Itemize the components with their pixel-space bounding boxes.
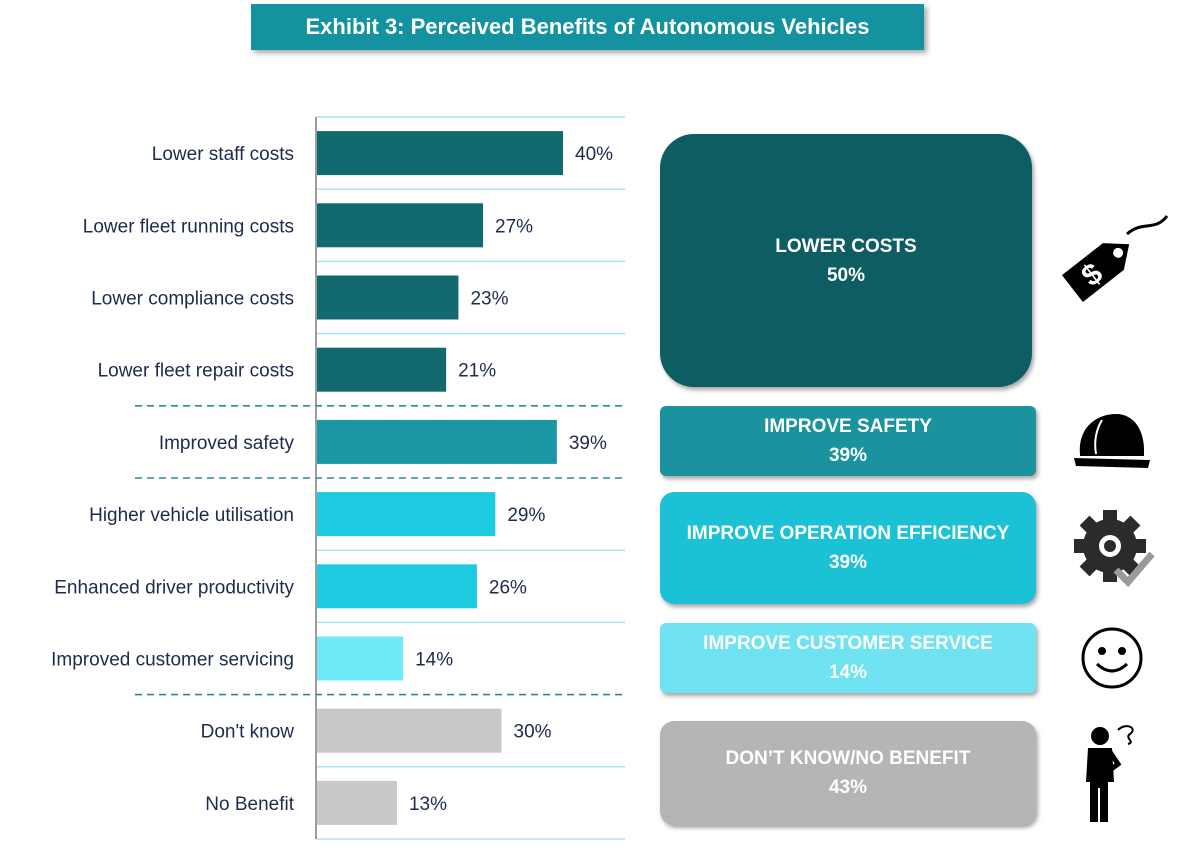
- value-label: 29%: [507, 505, 545, 526]
- group-name: IMPROVE OPERATION EFFICIENCY: [686, 523, 1010, 544]
- category-label: No Benefit: [205, 794, 294, 815]
- group-value: 14%: [828, 662, 868, 683]
- group-value: 43%: [828, 777, 868, 798]
- value-label: 30%: [514, 722, 552, 743]
- category-label: Lower compliance costs: [91, 289, 294, 310]
- group-name: DON’T KNOW/NO BENEFIT: [725, 748, 971, 769]
- value-label: 14%: [415, 650, 453, 671]
- bar-10: [317, 780, 397, 825]
- bar-1: [317, 131, 563, 176]
- bar-2: [317, 203, 484, 248]
- group-value: 39%: [828, 445, 868, 466]
- bar-3: [317, 275, 459, 320]
- bar-chart: Lower staff costs 40% Lower fleet running …: [51, 116, 625, 840]
- bar-9: [317, 708, 502, 753]
- bar-8: [317, 636, 404, 681]
- gear-check-icon: [1074, 510, 1155, 588]
- group-box-improve-safety: IMPROVE SAFETY 39%: [660, 406, 1036, 476]
- category-label: Lower fleet running costs: [83, 216, 294, 237]
- value-label: 23%: [470, 289, 508, 310]
- group-name: IMPROVE SAFETY: [764, 416, 932, 437]
- confused-person-icon: [1086, 725, 1134, 822]
- bar-4: [317, 347, 447, 392]
- group-box-dont-know-no-benefit: DON’T KNOW/NO BENEFIT 43%: [660, 721, 1036, 825]
- value-label: 39%: [569, 433, 607, 454]
- group-name: LOWER COSTS: [775, 235, 917, 257]
- group-value: 39%: [828, 552, 868, 573]
- group-box-improve-customer-service: IMPROVE CUSTOMER SERVICE 14%: [660, 623, 1036, 693]
- value-label: 26%: [489, 577, 527, 598]
- category-label: Improved safety: [159, 433, 295, 454]
- bar-5: [317, 419, 557, 464]
- category-label: Improved customer servicing: [51, 650, 294, 671]
- group-box-improve-operation-efficiency: IMPROVE OPERATION EFFICIENCY 39%: [660, 492, 1036, 604]
- category-label: Lower fleet repair costs: [98, 361, 294, 382]
- value-label: 13%: [409, 794, 447, 815]
- category-label: Higher vehicle utilisation: [89, 505, 294, 526]
- chart-title: Exhibit 3: Perceived Benefits of Autonom…: [251, 4, 924, 50]
- bar-7: [317, 564, 477, 609]
- bar-6: [317, 492, 496, 537]
- hard-hat-icon: [1074, 414, 1150, 468]
- group-value: 50%: [826, 264, 866, 286]
- group-box-lower-costs: LOWER COSTS 50%: [660, 134, 1032, 387]
- price-tag-dollar-icon: $: [1061, 215, 1169, 302]
- category-label: Enhanced driver productivity: [54, 577, 294, 598]
- smiley-face-icon: [1081, 627, 1143, 689]
- value-label: 21%: [458, 361, 496, 382]
- category-label: Don't know: [201, 722, 295, 743]
- value-label: 40%: [575, 144, 613, 165]
- category-label: Lower staff costs: [152, 144, 294, 165]
- group-name: IMPROVE CUSTOMER SERVICE: [703, 633, 993, 654]
- value-label: 27%: [495, 216, 533, 237]
